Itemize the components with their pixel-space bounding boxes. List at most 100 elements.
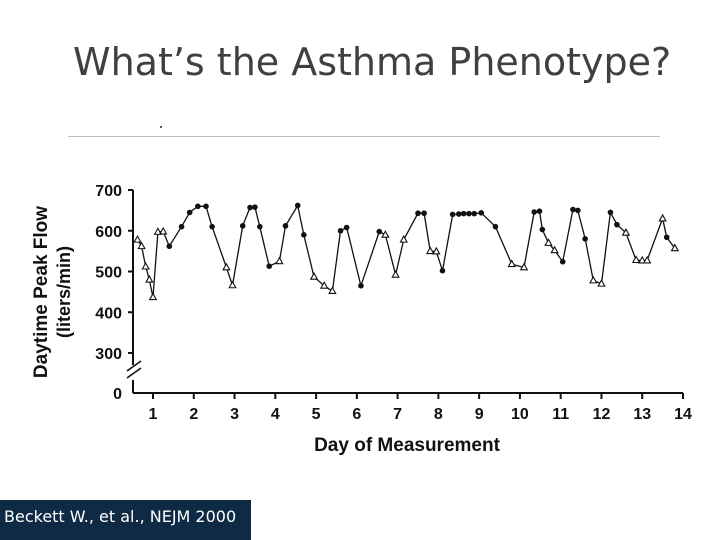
data-point — [294, 202, 301, 209]
data-point — [449, 211, 456, 218]
data-point-triangle — [381, 230, 390, 238]
data-point — [415, 210, 421, 217]
data-point — [421, 210, 427, 217]
data-point — [455, 211, 462, 217]
data-point-triangle — [589, 275, 598, 284]
data-point — [539, 226, 546, 233]
data-point — [582, 236, 588, 242]
axis-break-mark — [126, 367, 142, 379]
data-point-triangle — [275, 256, 284, 265]
data-point-triangle — [597, 278, 606, 287]
data-point — [203, 203, 209, 210]
data-point — [301, 232, 307, 238]
data-point-triangle — [670, 243, 680, 252]
x-tick-label: 14 — [674, 406, 692, 423]
data-point — [492, 223, 499, 230]
x-tick-label: 9 — [475, 406, 484, 423]
data-point-triangle — [320, 281, 329, 289]
data-point-triangle — [550, 245, 559, 254]
data-point-triangle — [426, 246, 435, 255]
x-tick-label: 6 — [352, 406, 361, 423]
series-line — [136, 203, 676, 298]
data-point — [252, 204, 258, 210]
data-point — [282, 223, 289, 229]
data-point-triangle — [137, 241, 146, 250]
y-tick-label: 700 — [95, 183, 122, 200]
data-point-triangle — [638, 255, 647, 264]
data-point-triangle — [507, 259, 516, 268]
data-point-triangle — [642, 255, 652, 264]
data-point — [478, 210, 484, 216]
data-point-triangle — [544, 238, 553, 246]
y-tick-label: 500 — [95, 265, 122, 282]
data-point-triangle — [631, 255, 641, 264]
y-axis-label-group: Daytime Peak Flow (liters/min) — [31, 206, 74, 378]
x-tick-label: 4 — [271, 406, 280, 423]
axis-break-mark — [126, 360, 142, 372]
data-point-triangle — [222, 262, 231, 271]
data-point-triangle — [153, 227, 163, 235]
title-rule-dot — [160, 126, 162, 128]
x-tick-label: 7 — [393, 406, 402, 423]
data-point-triangle — [621, 228, 631, 236]
data-point-triangle — [141, 261, 150, 270]
x-tick-label: 2 — [189, 406, 198, 423]
data-point — [178, 223, 185, 230]
data-point-triangle — [133, 234, 142, 243]
data-point-triangle — [519, 262, 529, 271]
citation-box: Beckett W., et al., NEJM 2000 — [0, 500, 251, 540]
y-tick-label: 400 — [95, 305, 122, 322]
slide-title: What’s the Asthma Phenotype? — [73, 40, 672, 84]
data-point-triangle — [399, 234, 408, 243]
data-point — [471, 210, 478, 217]
data-point — [607, 209, 614, 216]
data-point-triangle — [309, 272, 319, 280]
x-tick-label: 12 — [593, 406, 611, 423]
data-point-triangle — [658, 213, 667, 222]
x-tick-label: 11 — [552, 406, 569, 423]
data-point — [195, 203, 201, 210]
data-point — [343, 224, 350, 231]
y-tick-label-zero: 0 — [113, 386, 122, 403]
data-point — [358, 282, 364, 289]
data-point-triangle — [148, 292, 158, 301]
title-divider — [68, 136, 660, 137]
peak-flow-series — [133, 202, 680, 301]
data-point — [337, 227, 344, 234]
x-tick-label: 1 — [149, 406, 158, 423]
data-point — [239, 223, 246, 229]
data-point — [186, 209, 193, 216]
data-point — [663, 234, 670, 241]
x-axis-label: Day of Measurement — [314, 435, 501, 456]
data-point — [531, 209, 537, 215]
y-tick-label: 300 — [95, 346, 122, 363]
data-point — [614, 221, 620, 228]
data-point — [570, 206, 576, 213]
x-tick-label: 10 — [511, 406, 529, 423]
data-point — [460, 210, 467, 217]
citation-text: Beckett W., et al., NEJM 2000 — [4, 507, 237, 526]
data-point — [466, 210, 472, 217]
data-point — [266, 263, 272, 270]
x-tick-label: 5 — [312, 406, 321, 423]
y-axis-units: (liters/min) — [54, 246, 74, 338]
x-tick-label: 13 — [633, 406, 651, 423]
data-point — [209, 223, 215, 230]
data-point — [166, 243, 173, 250]
data-point-triangle — [328, 286, 337, 295]
data-point — [559, 258, 566, 265]
y-tick-label: 600 — [95, 224, 122, 241]
data-point-triangle — [145, 274, 154, 283]
x-tick-label: 3 — [230, 406, 239, 423]
data-point-triangle — [228, 280, 237, 289]
data-point — [257, 223, 263, 230]
data-point-triangle — [158, 226, 168, 235]
data-point — [247, 204, 253, 211]
x-tick-label: 8 — [434, 406, 443, 423]
data-point-triangle — [391, 270, 400, 278]
data-point — [439, 267, 446, 274]
data-point-triangle — [432, 246, 441, 255]
data-point — [575, 207, 581, 214]
